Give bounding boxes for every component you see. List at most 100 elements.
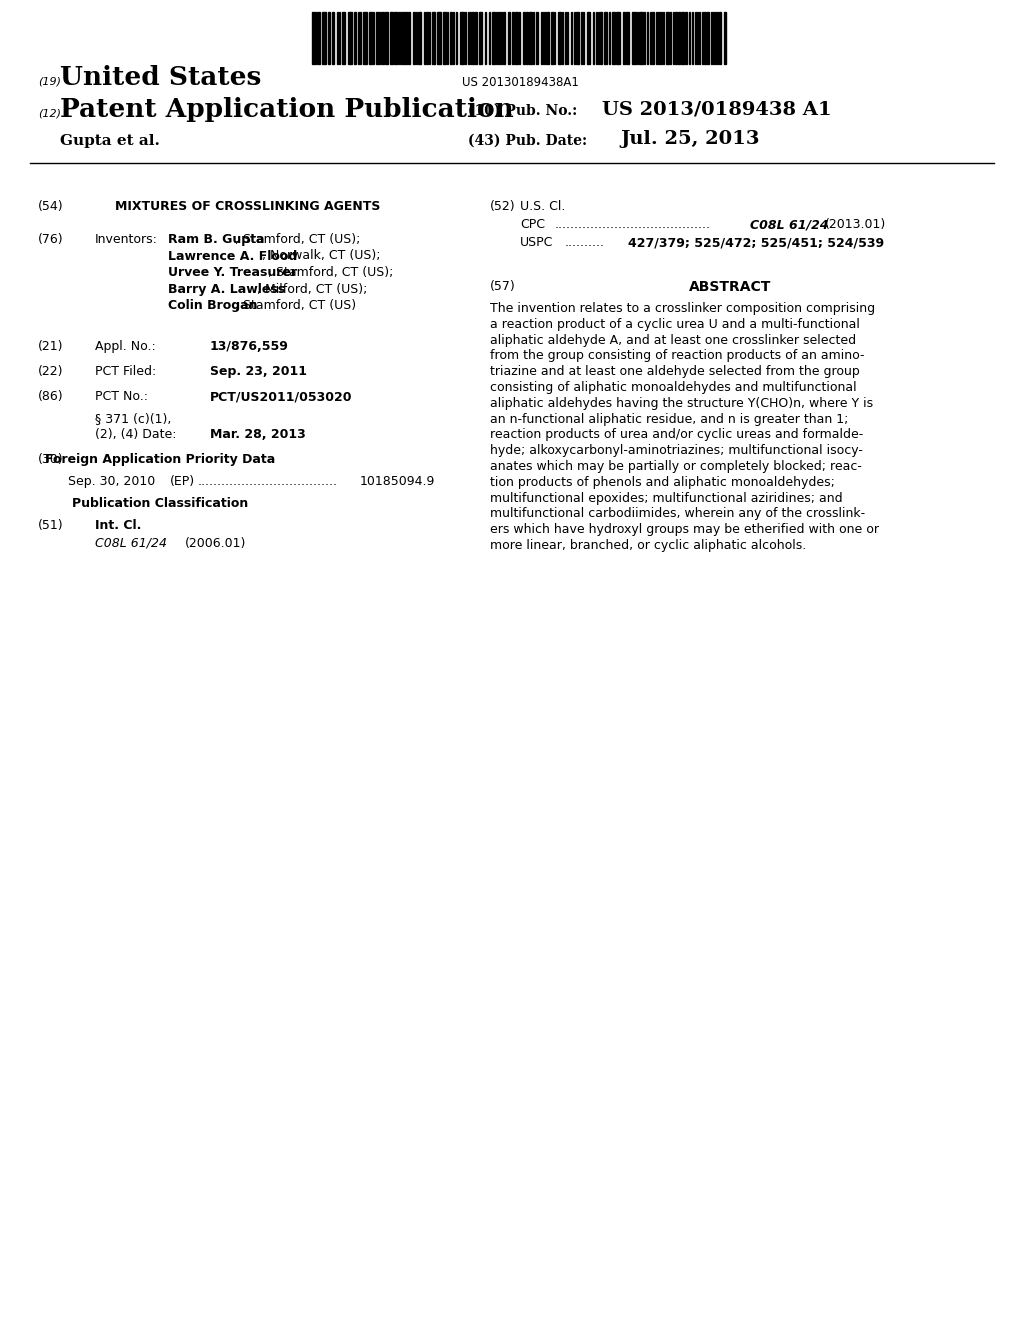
Text: ...................................: ................................... xyxy=(198,475,338,488)
Text: reaction products of urea and/or cyclic ureas and formalde-: reaction products of urea and/or cyclic … xyxy=(490,429,863,441)
Bar xyxy=(526,12,528,63)
Bar xyxy=(529,12,532,63)
Text: hyde; alkoxycarbonyl-aminotriazines; multifunctional isocy-: hyde; alkoxycarbonyl-aminotriazines; mul… xyxy=(490,445,863,457)
Text: 10185094.9: 10185094.9 xyxy=(360,475,435,488)
Text: The invention relates to a crosslinker composition comprising: The invention relates to a crosslinker c… xyxy=(490,302,876,315)
Text: multifunctional epoxides; multifunctional aziridines; and: multifunctional epoxides; multifunctiona… xyxy=(490,491,843,504)
Text: Appl. No.:: Appl. No.: xyxy=(95,341,156,352)
Bar xyxy=(575,12,579,63)
Text: (10) Pub. No.:: (10) Pub. No.: xyxy=(468,104,578,117)
Bar xyxy=(385,12,388,63)
Bar xyxy=(413,12,415,63)
Text: § 371 (c)(1),: § 371 (c)(1), xyxy=(95,412,171,425)
Bar xyxy=(402,12,404,63)
Bar xyxy=(623,12,625,63)
Bar xyxy=(652,12,654,63)
Text: (2013.01): (2013.01) xyxy=(825,218,886,231)
Text: (86): (86) xyxy=(38,389,63,403)
Bar xyxy=(705,12,706,63)
Bar xyxy=(382,12,384,63)
Bar xyxy=(390,12,393,63)
Bar xyxy=(632,12,636,63)
Bar xyxy=(376,12,379,63)
Text: Mar. 28, 2013: Mar. 28, 2013 xyxy=(210,428,306,441)
Bar xyxy=(707,12,709,63)
Text: US 20130189438A1: US 20130189438A1 xyxy=(462,77,579,88)
Bar xyxy=(348,12,352,63)
Bar xyxy=(558,12,561,63)
Text: Patent Application Publication: Patent Application Publication xyxy=(60,96,514,121)
Bar xyxy=(724,12,726,63)
Text: Lawrence A. Flood: Lawrence A. Flood xyxy=(168,249,297,263)
Text: , Milford, CT (US);: , Milford, CT (US); xyxy=(257,282,368,296)
Text: triazine and at least one aldehyde selected from the group: triazine and at least one aldehyde selec… xyxy=(490,366,860,379)
Text: (2), (4) Date:: (2), (4) Date: xyxy=(95,428,176,441)
Bar xyxy=(437,12,441,63)
Text: ..........: .......... xyxy=(565,236,605,249)
Text: U.S. Cl.: U.S. Cl. xyxy=(520,201,565,213)
Text: 427/379; 525/472; 525/451; 524/539: 427/379; 525/472; 525/451; 524/539 xyxy=(628,236,884,249)
Text: CPC: CPC xyxy=(520,218,545,231)
Bar xyxy=(312,12,315,63)
Bar xyxy=(551,12,553,63)
Text: Barry A. Lawless: Barry A. Lawless xyxy=(168,282,285,296)
Text: ABSTRACT: ABSTRACT xyxy=(689,280,771,294)
Text: an n-functional aliphatic residue, and n is greater than 1;: an n-functional aliphatic residue, and n… xyxy=(490,413,848,425)
Text: from the group consisting of reaction products of an amino-: from the group consisting of reaction pr… xyxy=(490,350,864,363)
Bar xyxy=(503,12,505,63)
Text: aliphatic aldehydes having the structure Y(CHO)n, where Y is: aliphatic aldehydes having the structure… xyxy=(490,397,873,409)
Text: Ram B. Gupta: Ram B. Gupta xyxy=(168,234,264,246)
Text: USPC: USPC xyxy=(520,236,553,249)
Text: Publication Classification: Publication Classification xyxy=(72,498,248,510)
Bar xyxy=(460,12,464,63)
Text: tion products of phenols and aliphatic monoaldehydes;: tion products of phenols and aliphatic m… xyxy=(490,475,835,488)
Bar xyxy=(328,12,330,63)
Text: (57): (57) xyxy=(490,280,516,293)
Bar xyxy=(450,12,452,63)
Bar xyxy=(475,12,477,63)
Text: Gupta et al.: Gupta et al. xyxy=(60,135,160,148)
Bar xyxy=(418,12,421,63)
Text: PCT No.:: PCT No.: xyxy=(95,389,148,403)
Bar xyxy=(626,12,629,63)
Text: , Stamford, CT (US): , Stamford, CT (US) xyxy=(234,300,355,312)
Text: Inventors:: Inventors: xyxy=(95,234,158,246)
Text: MIXTURES OF CROSSLINKING AGENTS: MIXTURES OF CROSSLINKING AGENTS xyxy=(115,201,380,213)
Text: (51): (51) xyxy=(38,519,63,532)
Bar xyxy=(512,12,514,63)
Text: Colin Brogan: Colin Brogan xyxy=(168,300,257,312)
Text: (52): (52) xyxy=(490,201,516,213)
Text: (EP): (EP) xyxy=(170,475,196,488)
Bar xyxy=(406,12,407,63)
Text: , Stamford, CT (US);: , Stamford, CT (US); xyxy=(234,234,360,246)
Bar xyxy=(675,12,677,63)
Text: C08L 61/24: C08L 61/24 xyxy=(95,537,167,550)
Bar xyxy=(685,12,687,63)
Bar xyxy=(408,12,410,63)
Text: ers which have hydroxyl groups may be etherified with one or: ers which have hydroxyl groups may be et… xyxy=(490,523,879,536)
Bar xyxy=(472,12,474,63)
Bar xyxy=(639,12,643,63)
Bar xyxy=(322,12,326,63)
Bar xyxy=(616,12,620,63)
Bar xyxy=(342,12,345,63)
Bar xyxy=(612,12,615,63)
Bar xyxy=(666,12,669,63)
Text: (76): (76) xyxy=(38,234,63,246)
Text: (43) Pub. Date:: (43) Pub. Date: xyxy=(468,135,587,148)
Text: PCT Filed:: PCT Filed: xyxy=(95,366,157,378)
Bar xyxy=(362,12,367,63)
Bar xyxy=(492,12,495,63)
Text: , Norwalk, CT (US);: , Norwalk, CT (US); xyxy=(262,249,381,263)
Bar xyxy=(515,12,518,63)
Text: consisting of aliphatic monoaldehydes and multifunctional: consisting of aliphatic monoaldehydes an… xyxy=(490,381,857,393)
Bar xyxy=(719,12,721,63)
Bar xyxy=(681,12,684,63)
Text: (22): (22) xyxy=(38,366,63,378)
Text: (12): (12) xyxy=(38,108,61,117)
Bar xyxy=(547,12,549,63)
Text: more linear, branched, or cyclic aliphatic alcohols.: more linear, branched, or cyclic aliphat… xyxy=(490,539,806,552)
Bar xyxy=(600,12,602,63)
Text: (54): (54) xyxy=(38,201,63,213)
Bar xyxy=(678,12,680,63)
